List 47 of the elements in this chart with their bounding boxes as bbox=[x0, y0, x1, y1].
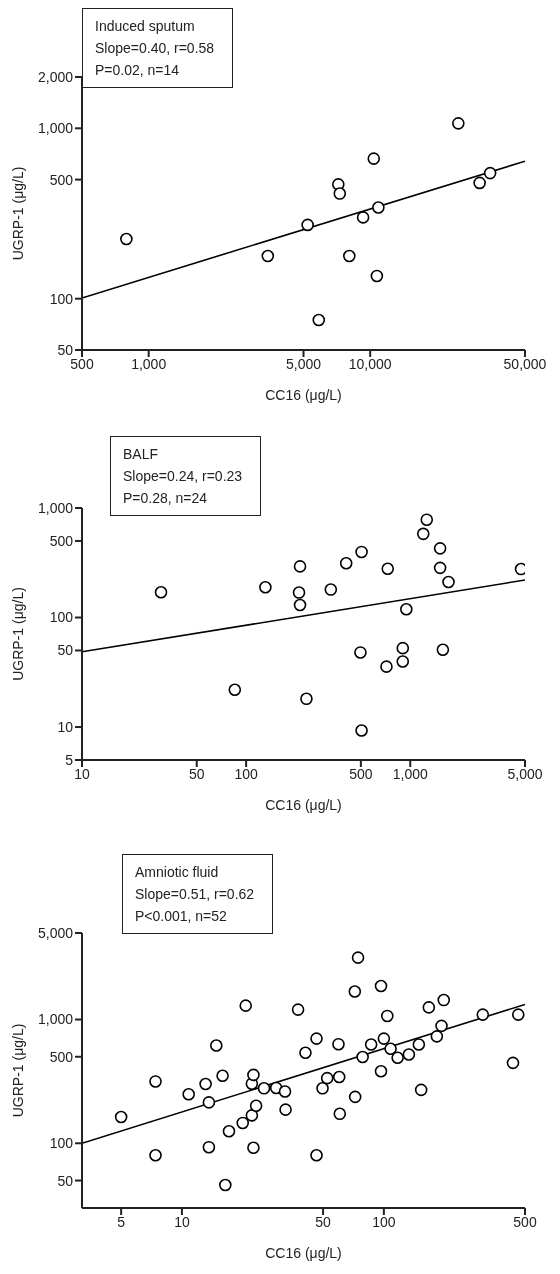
annotation: P=0.02, n=14 bbox=[95, 61, 181, 80]
x-tick-label: 5,000 bbox=[285, 355, 322, 372]
y-tick-label: 50 bbox=[57, 642, 74, 659]
y-tick-label: 100 bbox=[49, 290, 74, 307]
x-tick-label: 50,000 bbox=[503, 355, 547, 372]
y-axis-title: UGRP-1 (μg/L) bbox=[9, 587, 26, 681]
x-tick-label: 5 bbox=[117, 1213, 126, 1230]
y-tick-label: 2,000 bbox=[37, 68, 74, 85]
y-tick-label: 50 bbox=[57, 1172, 74, 1189]
text: Slope=0.24, r=0.23 bbox=[123, 467, 243, 486]
x-tick-label: 500 bbox=[70, 355, 94, 372]
text: P=0.28, n=24 bbox=[123, 489, 209, 508]
y-axis-title: UGRP-1 (μg/L) bbox=[9, 166, 26, 261]
x-tick-label: 500 bbox=[513, 1213, 537, 1230]
x-axis-title: CC16 (μg/L) bbox=[265, 1245, 342, 1261]
x-tick-label: 500 bbox=[349, 765, 373, 782]
y-tick-label: 50 bbox=[57, 341, 74, 358]
y-tick-label: 500 bbox=[49, 171, 74, 188]
y-tick-label: 1,000 bbox=[37, 499, 74, 516]
y-tick-label: 100 bbox=[49, 1135, 74, 1152]
y-tick-label: 10 bbox=[57, 719, 74, 735]
x-tick-label: 10,000 bbox=[348, 355, 392, 372]
x-tick-label: 100 bbox=[372, 1213, 396, 1230]
text: Slope=0.40, r=0.58 bbox=[95, 39, 215, 58]
x-tick-label: 100 bbox=[234, 765, 259, 782]
y-tick-label: 1,000 bbox=[37, 1011, 74, 1028]
text: BALF bbox=[123, 445, 159, 464]
text: P<0.001, n=52 bbox=[135, 907, 228, 926]
y-axis-title: UGRP-1 (μg/L) bbox=[9, 1023, 26, 1118]
x-axis-title: CC16 (μg/L) bbox=[265, 797, 342, 813]
y-tick-label: 1,000 bbox=[37, 120, 74, 137]
y-tick-label: 500 bbox=[49, 532, 74, 549]
x-tick-label: 1,000 bbox=[131, 355, 167, 372]
text: Amniotic fluid bbox=[135, 863, 220, 882]
text: Induced sputum bbox=[95, 17, 196, 36]
text: Slope=0.51, r=0.62 bbox=[135, 885, 255, 904]
y-tick-label: 500 bbox=[49, 1048, 74, 1065]
x-tick-label: 5,000 bbox=[507, 765, 543, 782]
x-tick-label: 1,000 bbox=[392, 765, 428, 782]
x-tick-label: 50 bbox=[188, 765, 205, 782]
x-tick-label: 10 bbox=[174, 1213, 190, 1230]
x-tick-label: 10 bbox=[74, 765, 90, 782]
y-tick-label: 100 bbox=[49, 609, 74, 626]
x-axis-title: CC16 (μg/L) bbox=[265, 387, 342, 403]
y-tick-label: 5,000 bbox=[37, 924, 74, 941]
y-tick-label: 5 bbox=[65, 751, 74, 768]
x-tick-label: 50 bbox=[315, 1213, 332, 1230]
